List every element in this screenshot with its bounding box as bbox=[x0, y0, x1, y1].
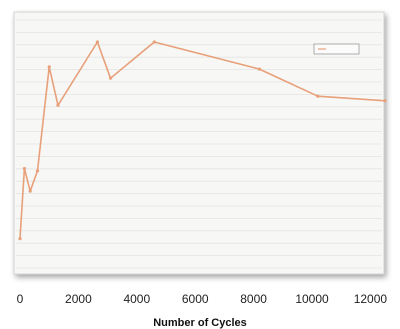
data-point bbox=[22, 166, 26, 171]
data-point bbox=[18, 237, 22, 241]
plot-area bbox=[13, 11, 385, 275]
data-point bbox=[316, 94, 320, 98]
x-tick-label: 10000 bbox=[295, 292, 329, 306]
data-point bbox=[152, 40, 156, 44]
x-axis-ticks: 0 2000 4000 6000 8000 10000 12000 bbox=[17, 292, 388, 306]
x-tick-label: 4000 bbox=[123, 292, 150, 306]
x-tick-label: 2000 bbox=[65, 292, 92, 306]
series-group bbox=[18, 40, 387, 241]
data-point bbox=[383, 99, 387, 103]
data-point bbox=[47, 65, 51, 69]
x-tick-label: 0 bbox=[17, 292, 24, 306]
x-tick-label: 12000 bbox=[354, 292, 388, 306]
data-point bbox=[257, 67, 262, 71]
data-point bbox=[108, 76, 113, 80]
x-axis-title: Number of Cycles bbox=[153, 317, 247, 329]
data-point bbox=[28, 189, 32, 193]
grid-lines bbox=[16, 19, 382, 269]
data-point bbox=[95, 40, 99, 44]
series-line bbox=[19, 41, 386, 239]
x-tick-label: 6000 bbox=[182, 292, 209, 306]
data-point bbox=[35, 169, 40, 173]
x-tick-label: 8000 bbox=[240, 292, 267, 306]
data-point bbox=[56, 103, 60, 107]
legend bbox=[313, 43, 360, 55]
legend-box bbox=[313, 43, 360, 55]
